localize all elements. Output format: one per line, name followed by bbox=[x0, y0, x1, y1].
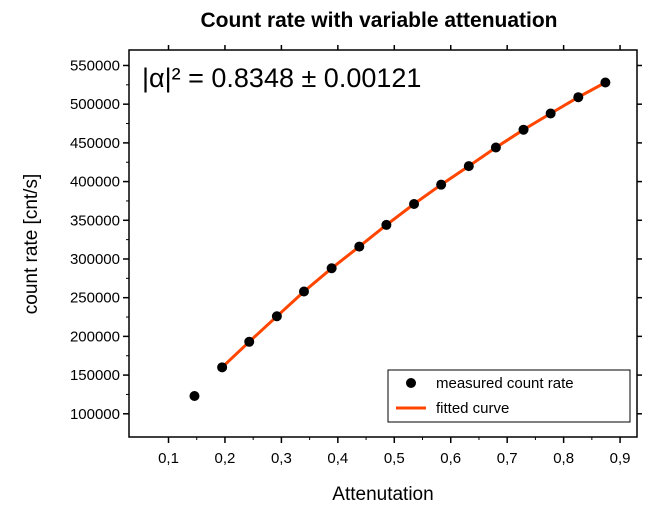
legend-marker-measured bbox=[406, 378, 416, 388]
chart-title: Count rate with variable attenuation bbox=[200, 9, 557, 32]
data-point bbox=[217, 362, 228, 373]
data-point bbox=[463, 161, 474, 172]
y-tick-label: 400000 bbox=[70, 174, 120, 191]
y-tick-label: 550000 bbox=[70, 57, 120, 74]
data-point bbox=[271, 311, 282, 322]
legend-label-measured: measured count rate bbox=[436, 375, 574, 392]
y-axis-label: count rate [cnt/s] bbox=[21, 174, 42, 314]
x-tick-label: 0,7 bbox=[497, 450, 518, 467]
fit-annotation: |α|² = 0.8348 ± 0.00121 bbox=[142, 63, 421, 93]
x-tick-label: 0,9 bbox=[610, 450, 631, 467]
legend-box bbox=[387, 369, 631, 423]
data-point bbox=[298, 286, 309, 297]
x-tick-label: 0,3 bbox=[271, 450, 292, 467]
x-tick-label: 0,4 bbox=[327, 450, 348, 467]
data-point bbox=[189, 390, 200, 401]
y-tick-label: 150000 bbox=[70, 367, 120, 384]
y-tick-label: 100000 bbox=[70, 406, 120, 423]
y-tick-label: 200000 bbox=[70, 328, 120, 345]
y-tick-label: 500000 bbox=[70, 96, 120, 113]
legend: measured count rate fitted curve bbox=[387, 369, 631, 423]
data-point bbox=[381, 219, 392, 230]
y-axis: 100000 150000 200000 250000 300000 350000 4000… bbox=[70, 57, 642, 423]
x-tick-label: 0,1 bbox=[158, 450, 179, 467]
x-tick-label: 0,6 bbox=[440, 450, 461, 467]
y-tick-label: 300000 bbox=[70, 251, 120, 268]
data-point bbox=[354, 241, 365, 252]
y-tick-label: 350000 bbox=[70, 212, 120, 229]
plot-frame bbox=[128, 49, 638, 438]
x-axis: 0,1 0,2 0,3 0,4 0,5 0,6 0,7 0,8 0,9 bbox=[158, 45, 630, 467]
data-point bbox=[436, 179, 447, 190]
x-tick-label: 0,8 bbox=[553, 450, 574, 467]
data-point bbox=[490, 142, 501, 153]
x-axis-label: Attenutation bbox=[332, 484, 433, 505]
data-point bbox=[244, 336, 255, 347]
x-tick-label: 0,2 bbox=[215, 450, 236, 467]
data-point bbox=[545, 108, 556, 119]
data-point bbox=[326, 263, 337, 274]
data-point bbox=[573, 92, 584, 103]
x-tick-label: 0,5 bbox=[384, 450, 405, 467]
y-tick-label: 450000 bbox=[70, 135, 120, 152]
y-tick-label: 250000 bbox=[70, 290, 120, 307]
data-point bbox=[518, 124, 529, 135]
fitted-curve-line bbox=[221, 81, 607, 369]
legend-label-fitted: fitted curve bbox=[436, 400, 509, 417]
measured-points bbox=[189, 77, 611, 401]
data-point bbox=[600, 77, 611, 88]
data-point bbox=[409, 199, 420, 210]
